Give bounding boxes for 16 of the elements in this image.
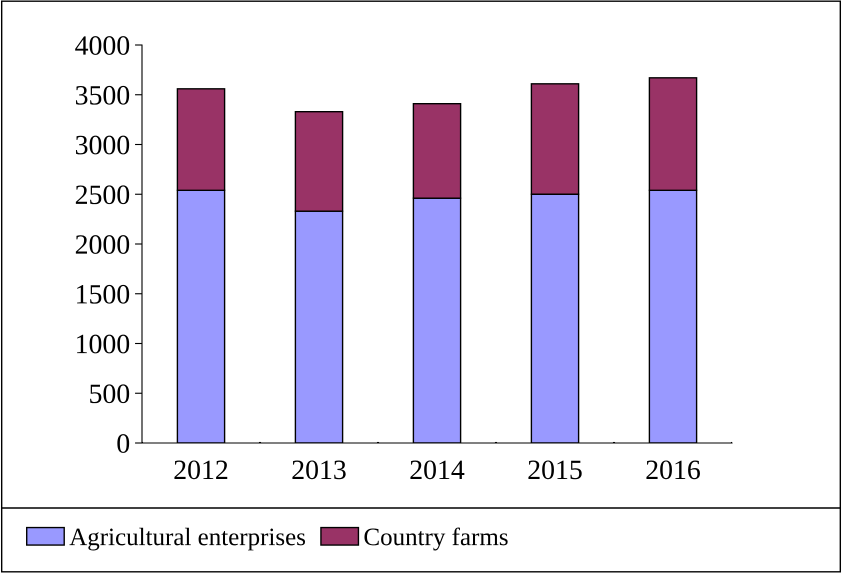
x-tick-label: 2014 bbox=[410, 460, 464, 480]
x-tick-label: 2013 bbox=[292, 460, 346, 480]
y-tick-label: 2000 bbox=[76, 235, 130, 254]
x-tick-label: 2015 bbox=[528, 460, 582, 480]
y-tick-label: 3500 bbox=[76, 86, 130, 105]
y-tick-label: 1000 bbox=[77, 334, 130, 354]
legend-label: Country farms bbox=[364, 528, 508, 550]
y-tick-label: 4000 bbox=[75, 36, 130, 55]
legend-label: Agricultural enterprises bbox=[69, 528, 306, 550]
y-tick-label: 1500 bbox=[77, 284, 130, 304]
y-tick-label: 2500 bbox=[76, 185, 130, 204]
x-tick-label: 2012 bbox=[174, 460, 228, 480]
y-tick-label: 3000 bbox=[76, 136, 130, 154]
y-tick-label: 0 bbox=[117, 434, 130, 453]
x-tick-label: 2016 bbox=[646, 460, 700, 480]
y-tick-label: 500 bbox=[90, 384, 130, 404]
